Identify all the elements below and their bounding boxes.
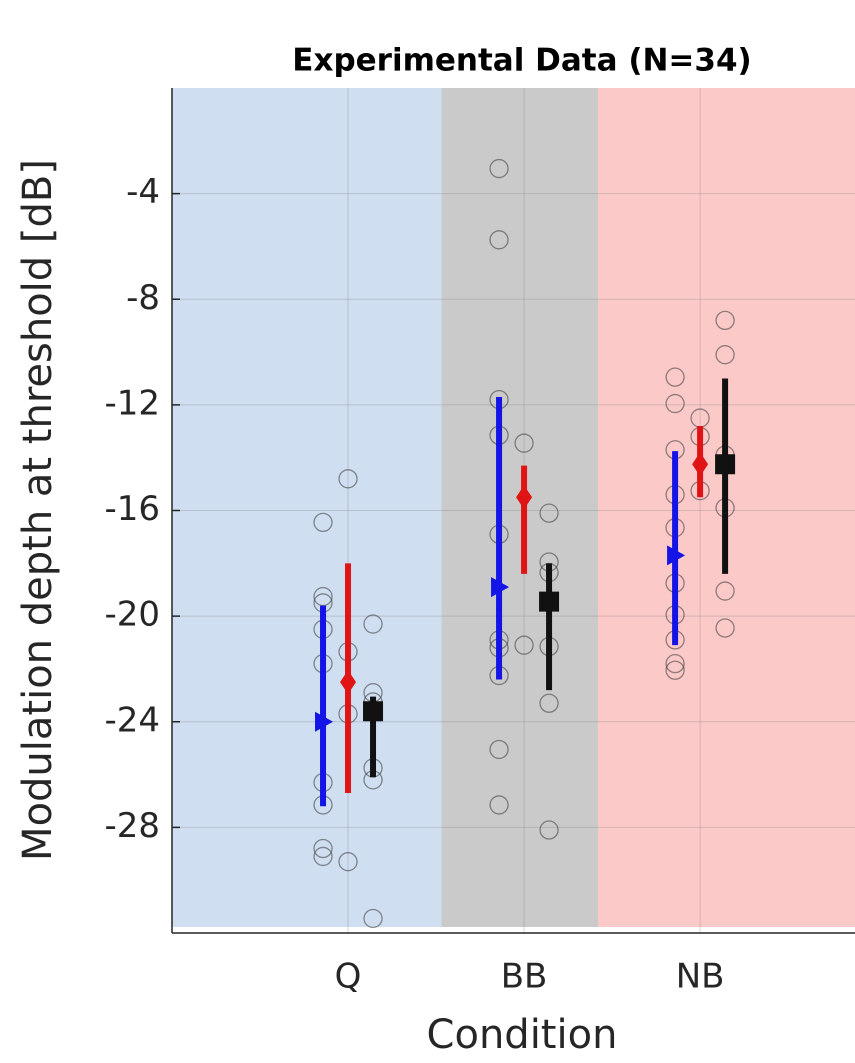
x-tick-label: Q (335, 957, 362, 997)
mean-marker (315, 711, 334, 732)
x-axis-label: Condition (427, 1012, 618, 1058)
x-tick-label: BB (501, 957, 548, 997)
mean-marker (539, 591, 560, 612)
background-region (441, 88, 598, 927)
data-point (489, 230, 509, 250)
mean-marker (516, 485, 533, 510)
data-point (715, 581, 735, 601)
mean-marker (692, 452, 709, 477)
y-tick-label: -12 (104, 383, 160, 423)
data-point (338, 469, 358, 489)
data-point (665, 654, 685, 674)
data-point (313, 838, 333, 859)
data-point (489, 795, 509, 815)
data-point (539, 503, 559, 523)
mean-marker (491, 577, 510, 598)
data-point (715, 618, 735, 638)
chart-title: Experimental Data (N=34) (292, 43, 751, 79)
y-tick-label: -28 (104, 806, 160, 846)
mean-marker (667, 545, 686, 566)
mean-marker (340, 670, 357, 695)
data-point (539, 820, 559, 840)
mean-marker (363, 701, 384, 722)
data-point (489, 158, 509, 179)
background-region (172, 88, 442, 927)
data-point (715, 310, 735, 331)
data-point (665, 367, 685, 387)
data-point (363, 908, 383, 929)
data-point (338, 852, 358, 872)
mean-marker (715, 454, 736, 475)
y-axis-label: Modulation depth at threshold [dB] (15, 159, 61, 861)
y-tick-label: -4 (126, 172, 160, 212)
data-point (665, 660, 685, 680)
y-tick-label: -20 (104, 595, 160, 635)
data-point (514, 635, 534, 655)
data-point (514, 433, 534, 453)
data-point (313, 512, 333, 533)
y-tick-label: -24 (104, 700, 160, 740)
data-point (539, 693, 559, 713)
data-point (489, 739, 509, 760)
data-point (715, 345, 735, 365)
data-point (665, 393, 685, 414)
data-point (363, 614, 383, 634)
x-tick-label: NB (676, 957, 725, 997)
y-tick-label: -8 (126, 278, 160, 318)
data-point (313, 846, 333, 867)
y-tick-label: -16 (104, 489, 160, 529)
